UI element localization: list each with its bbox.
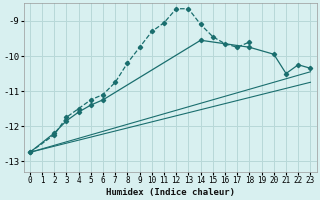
X-axis label: Humidex (Indice chaleur): Humidex (Indice chaleur) <box>106 188 235 197</box>
